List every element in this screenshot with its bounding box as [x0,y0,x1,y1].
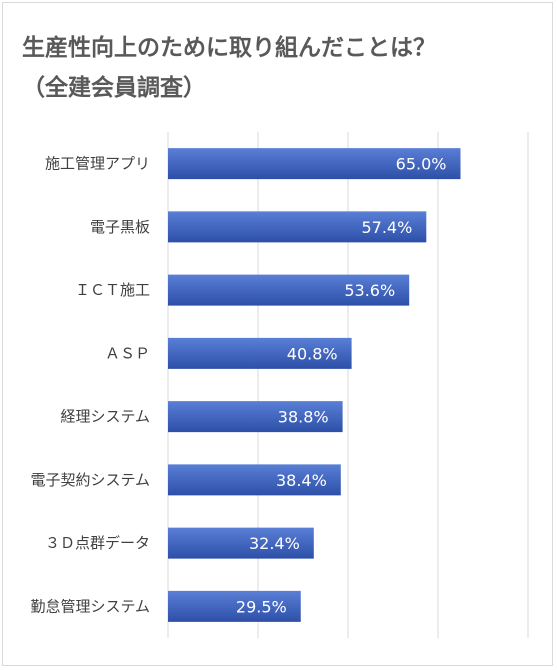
value-label: 29.5% [236,597,287,616]
category-label: 施工管理アプリ [45,155,150,173]
bar [168,401,343,433]
value-label: 40.8% [287,344,338,363]
chart-title-line-1: 生産性向上のために取り組んだことは？ [22,35,436,61]
bars: 施工管理アプリ 65.0% 電子黒板 57.4% ＩＣＴ施工 53.6% ＡＳＰ 40.8% 経… [30,148,461,622]
category-label: ＡＳＰ [105,344,150,362]
category-label: ＩＣＴ施工 [75,281,150,299]
chart-title: 生産性向上のために取り組んだことは？ （全建会員調査） [22,28,542,108]
category-label: 経理システム [60,408,150,426]
value-label: 38.4% [276,471,327,490]
bar [168,464,341,496]
category-label: ３Ｄ点群データ [45,534,150,552]
bar [168,337,352,369]
bar [168,274,410,306]
bar [168,527,314,559]
value-label: 65.0% [396,155,447,174]
bar [168,211,427,243]
category-label: 勤怠管理システム [30,597,150,615]
category-label: 電子契約システム [30,471,150,489]
value-label: 53.6% [344,281,395,300]
value-label: 57.4% [361,218,412,237]
gridlines [167,132,529,638]
category-label: 電子黒板 [90,218,150,236]
bar [168,148,461,180]
value-label: 38.8% [278,408,329,427]
value-label: 32.4% [249,534,300,553]
bar [168,590,301,622]
chart-title-line-2: （全建会員調査） [22,75,206,101]
